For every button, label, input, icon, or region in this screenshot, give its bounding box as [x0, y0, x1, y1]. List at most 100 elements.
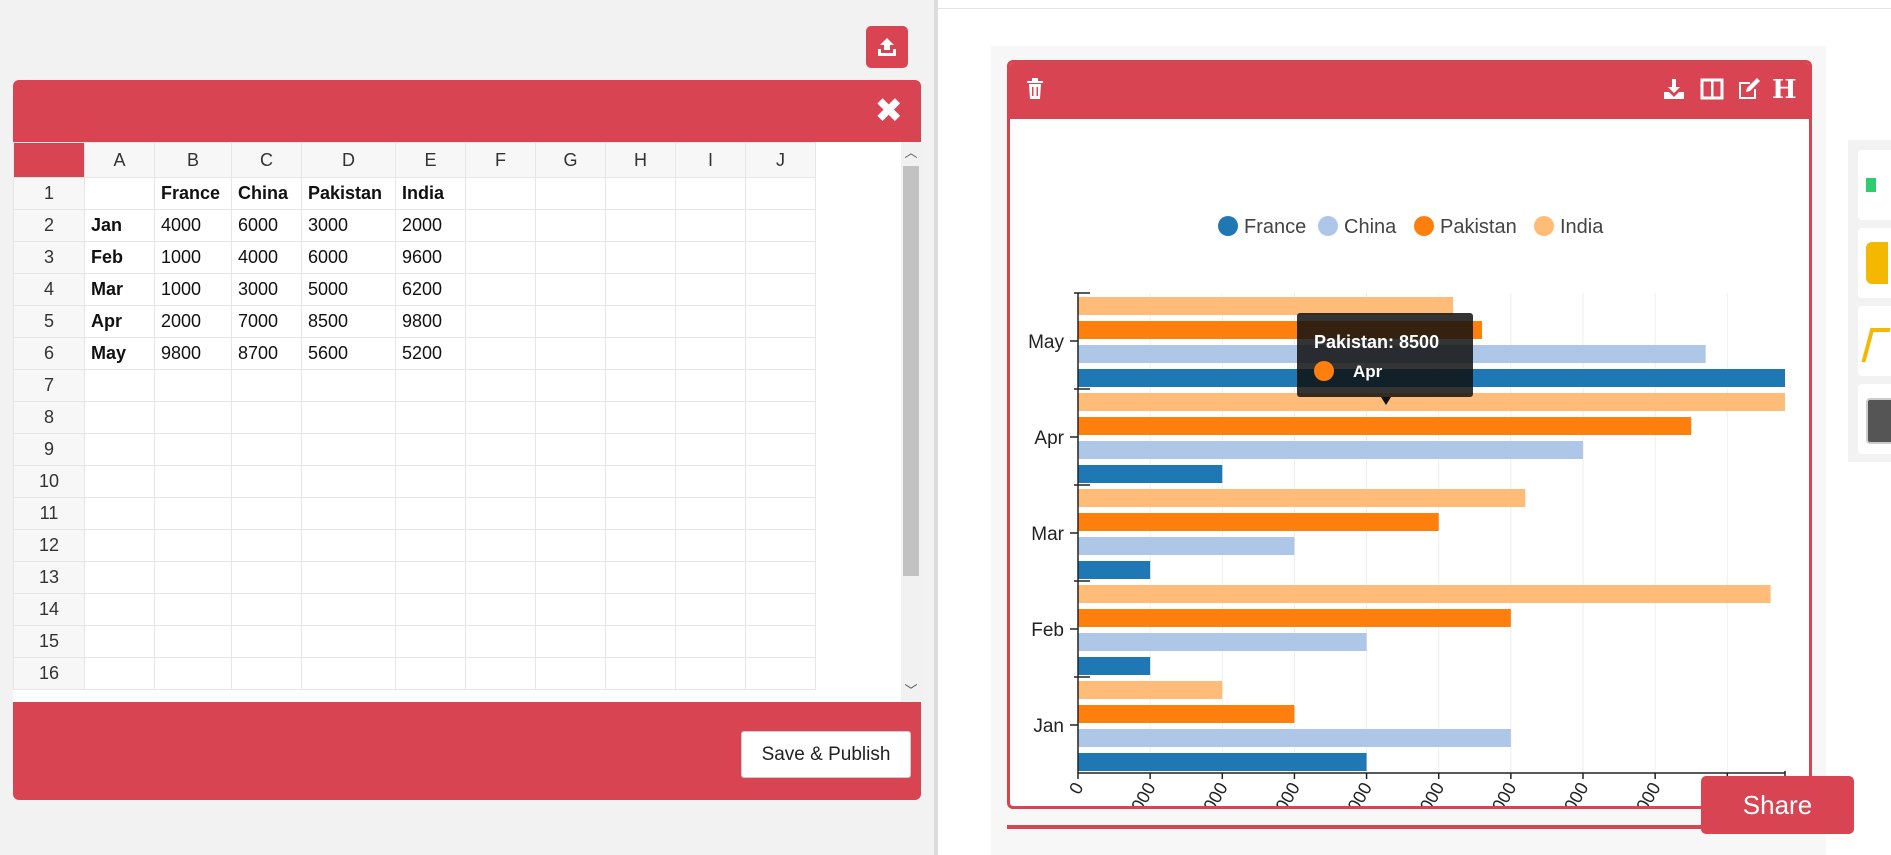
grid-cell[interactable] [395, 433, 466, 466]
bar-pakistan-jan[interactable] [1078, 705, 1295, 723]
grid-cell[interactable] [675, 209, 746, 242]
scroll-up-icon[interactable]: ︿ [904, 145, 918, 160]
download-icon[interactable] [1662, 77, 1686, 106]
grid-cell[interactable] [535, 561, 606, 594]
grid-cell[interactable]: 6200 [395, 273, 466, 306]
grid-cell[interactable] [535, 465, 606, 498]
grid-cell[interactable]: India [395, 177, 466, 210]
grid-cell[interactable] [465, 657, 536, 690]
rail-chart-item[interactable] [1858, 150, 1891, 220]
row-number[interactable]: 11 [13, 497, 85, 530]
grid-cell[interactable] [301, 369, 396, 402]
scrollbar-thumb[interactable] [903, 166, 919, 576]
grid-cell[interactable] [605, 593, 676, 626]
legend-marker-france[interactable] [1218, 216, 1238, 236]
bar-india-feb[interactable] [1078, 585, 1771, 603]
grid-cell[interactable] [465, 337, 536, 370]
grid-cell[interactable] [84, 497, 155, 530]
grid-cell[interactable]: 6000 [231, 209, 302, 242]
row-number[interactable]: 2 [13, 209, 85, 242]
grid-cell[interactable] [535, 369, 606, 402]
bar-france-feb[interactable] [1078, 657, 1151, 675]
grid-cell[interactable] [395, 497, 466, 530]
grid-cell[interactable] [231, 593, 302, 626]
grid-cell[interactable] [675, 497, 746, 530]
legend-marker-pakistan[interactable] [1414, 216, 1434, 236]
corner-cell[interactable] [13, 142, 85, 178]
row-number[interactable]: 16 [13, 657, 85, 690]
vertical-scrollbar[interactable]: ︿ ﹀ [901, 142, 921, 702]
grid-cell[interactable] [465, 465, 536, 498]
grid-cell[interactable] [84, 401, 155, 434]
grid-cell[interactable] [84, 177, 155, 210]
grid-cell[interactable] [231, 465, 302, 498]
grid-cell[interactable] [675, 593, 746, 626]
trash-icon[interactable] [1024, 77, 1046, 106]
grid-cell[interactable] [465, 241, 536, 274]
grid-cell[interactable] [675, 465, 746, 498]
legend-marker-india[interactable] [1534, 216, 1554, 236]
grid-cell[interactable]: 8700 [231, 337, 302, 370]
grid-cell[interactable] [535, 177, 606, 210]
grid-cell[interactable] [535, 241, 606, 274]
grid-cell[interactable] [395, 369, 466, 402]
grid-cell[interactable] [154, 593, 232, 626]
bar-pakistan-mar[interactable] [1078, 513, 1439, 531]
grid-cell[interactable] [535, 497, 606, 530]
grid-cell[interactable] [395, 593, 466, 626]
column-header-g[interactable]: G [535, 142, 606, 178]
grid-cell[interactable] [675, 369, 746, 402]
grid-cell[interactable]: Pakistan [301, 177, 396, 210]
row-number[interactable]: 1 [13, 177, 85, 210]
grid-cell[interactable] [465, 401, 536, 434]
grid-cell[interactable] [745, 561, 816, 594]
grid-cell[interactable] [301, 593, 396, 626]
grid-cell[interactable] [231, 625, 302, 658]
grid-cell[interactable] [395, 625, 466, 658]
grid-cell[interactable] [535, 529, 606, 562]
bar-china-mar[interactable] [1078, 537, 1295, 555]
grid-cell[interactable] [535, 593, 606, 626]
grid-cell[interactable]: 4000 [154, 209, 232, 242]
grid-cell[interactable]: Mar [84, 273, 155, 306]
grid-cell[interactable]: Jan [84, 209, 155, 242]
legend-label-china[interactable]: China [1344, 216, 1397, 238]
grid-cell[interactable] [301, 529, 396, 562]
grid-cell[interactable] [465, 625, 536, 658]
grid-cell[interactable]: 1000 [154, 241, 232, 274]
grid-cell[interactable] [465, 497, 536, 530]
grid-cell[interactable] [301, 497, 396, 530]
grid-cell[interactable] [605, 497, 676, 530]
grid-cell[interactable] [301, 465, 396, 498]
grid-cell[interactable] [605, 625, 676, 658]
grid-cell[interactable] [745, 337, 816, 370]
rail-image-item[interactable] [1858, 384, 1891, 454]
bar-india-may[interactable] [1078, 297, 1454, 315]
grid-cell[interactable] [605, 177, 676, 210]
grid-cell[interactable]: 3000 [231, 273, 302, 306]
grid-cell[interactable] [745, 625, 816, 658]
bar-china-feb[interactable] [1078, 633, 1367, 651]
grid-cell[interactable] [231, 657, 302, 690]
grid-cell[interactable] [231, 433, 302, 466]
grid-cell[interactable] [84, 657, 155, 690]
grid-cell[interactable] [745, 401, 816, 434]
grid-cell[interactable] [301, 561, 396, 594]
grid-cell[interactable] [84, 465, 155, 498]
grid-cell[interactable]: 5200 [395, 337, 466, 370]
grid-cell[interactable] [231, 401, 302, 434]
row-number[interactable]: 9 [13, 433, 85, 466]
row-number[interactable]: 12 [13, 529, 85, 562]
grid-cell[interactable] [675, 561, 746, 594]
close-icon[interactable]: ✖ [874, 91, 904, 131]
grid-cell[interactable] [535, 433, 606, 466]
grid-cell[interactable]: 5600 [301, 337, 396, 370]
grid-cell[interactable] [154, 497, 232, 530]
grid-cell[interactable] [675, 657, 746, 690]
grid-cell[interactable]: 4000 [231, 241, 302, 274]
grid-cell[interactable] [154, 529, 232, 562]
grid-cell[interactable] [745, 369, 816, 402]
row-number[interactable]: 15 [13, 625, 85, 658]
column-header-h[interactable]: H [605, 142, 676, 178]
grid-cell[interactable] [154, 433, 232, 466]
